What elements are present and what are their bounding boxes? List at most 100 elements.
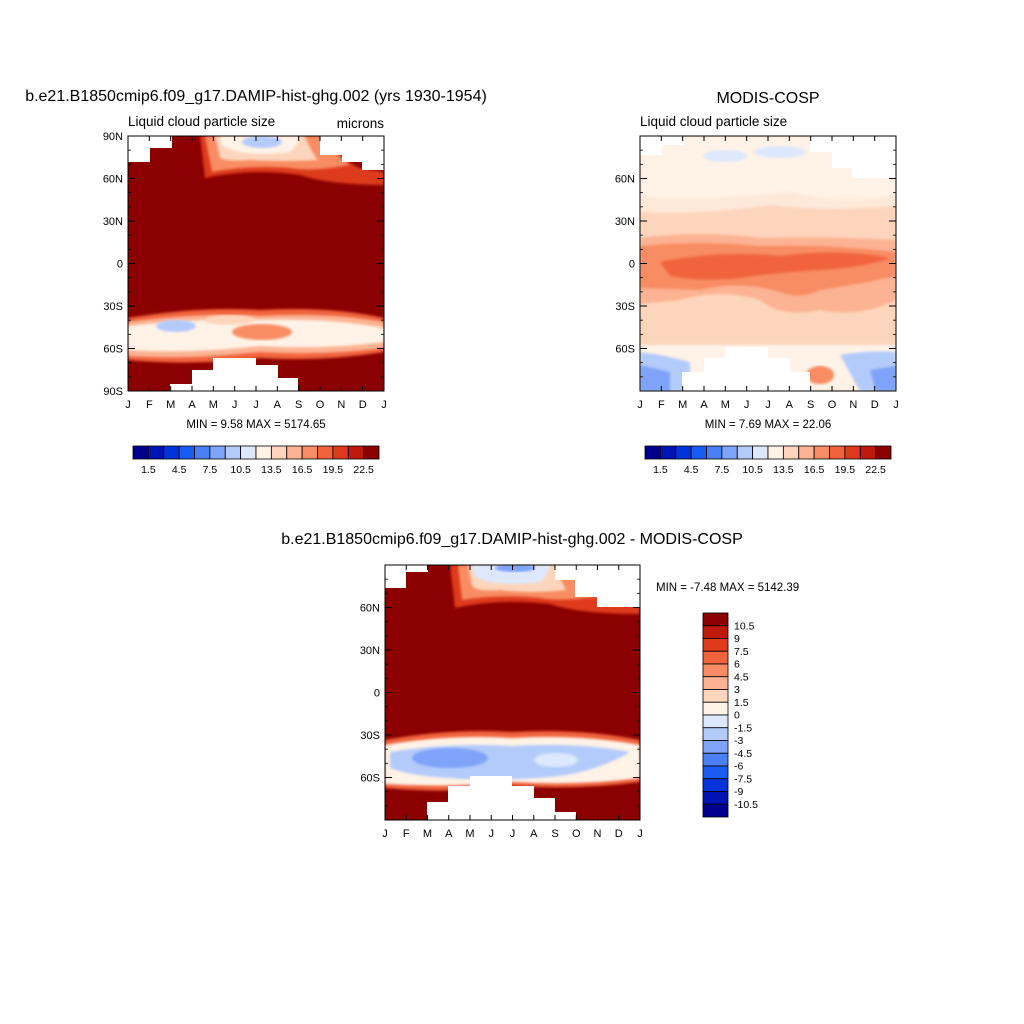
panel-model-colorbar: 1.5 4.5 7.5 10.5 13.5 16.5 19.5 22.5 [132, 445, 380, 476]
colorbar-label: 7.5 [203, 464, 218, 476]
colorbar-label: 19.5 [323, 464, 344, 476]
x-tick-label: M [423, 828, 432, 840]
x-tick-label: J [637, 399, 643, 411]
colorbar-label: 7.5 [734, 646, 749, 658]
x-tick-label: D [359, 399, 367, 411]
colorbar-swatch [798, 445, 815, 460]
colorbar-label: 16.5 [292, 464, 313, 476]
x-tick-label: A [530, 828, 538, 840]
colorbar-label: -10.5 [734, 799, 758, 811]
colorbar-label: -1.5 [734, 722, 752, 734]
colorbar-label: 13.5 [261, 464, 282, 476]
panel-obs-subtitle: Liquid cloud particle size [640, 114, 787, 129]
colorbar-label: -4.5 [734, 748, 752, 760]
colorbar-label: 7.5 [715, 464, 730, 476]
panel-diff-colorbar: 10.597.564.531.50-1.5-3-4.5-6-7.5-9-10.5 [702, 612, 758, 818]
colorbar-swatch [767, 445, 784, 460]
x-tick-label: F [403, 828, 410, 840]
y-tick-label: 60S [103, 344, 123, 356]
colorbar-label: 9 [734, 633, 740, 645]
panel-obs-colorbar: 1.5 4.5 7.5 10.5 13.5 16.5 19.5 22.5 [644, 445, 892, 476]
panel-model-axes: J F M A M J J A S O N D J 90N 60N 30N 0 30S 60S 90S [103, 131, 387, 411]
colorbar-label: 22.5 [353, 464, 374, 476]
colorbar-swatch [844, 445, 861, 460]
colorbar-label: 4.5 [172, 464, 187, 476]
colorbar-swatch [702, 663, 729, 678]
y-tick-label: 30N [103, 216, 123, 228]
colorbar-swatch [209, 445, 226, 460]
colorbar-swatch [702, 650, 729, 665]
colorbar-swatch [702, 676, 729, 690]
panel-diff-stats: MIN = -7.48 MAX = 5142.39 [656, 582, 799, 594]
y-tick-label: 30N [615, 216, 635, 228]
y-tick-label: 60S [360, 773, 380, 785]
x-tick-label: A [700, 399, 708, 411]
colorbar-swatch [702, 791, 729, 805]
colorbar-swatch [875, 445, 892, 460]
x-tick-label: N [337, 399, 345, 411]
panel-diff-title: b.e21.B1850cmip6.f09_g17.DAMIP-hist-ghg.… [281, 531, 743, 548]
colorbar-swatch [702, 714, 729, 729]
x-tick-label: J [893, 399, 899, 411]
y-tick-label: 30S [360, 730, 380, 742]
colorbar-swatch [752, 445, 769, 460]
y-tick-label: 30S [103, 301, 123, 313]
colorbar-swatch [363, 445, 380, 460]
colorbar-swatch [255, 445, 272, 460]
colorbar-swatch [829, 445, 846, 460]
x-tick-label: M [209, 399, 218, 411]
colorbar-swatch [702, 625, 729, 639]
colorbar-swatch [347, 445, 365, 460]
colorbar-swatch [702, 638, 729, 652]
colorbar-label: 1.5 [141, 464, 156, 476]
colorbar-swatch [702, 740, 729, 754]
panel-obs-field [640, 136, 896, 391]
x-tick-label: M [678, 399, 687, 411]
panel-obs: MODIS-COSP Liquid cloud particle size [615, 90, 899, 476]
colorbar-swatch [690, 445, 707, 460]
x-tick-label: J [253, 399, 259, 411]
panel-model-subtitle: Liquid cloud particle size [128, 114, 275, 129]
colorbar-swatch [702, 689, 729, 703]
y-tick-label: 90N [103, 131, 123, 143]
x-tick-label: S [807, 399, 814, 411]
y-tick-label: 30N [360, 645, 380, 657]
x-tick-label: O [572, 828, 581, 840]
panel-model-field [128, 136, 384, 391]
x-tick-label: D [871, 399, 879, 411]
colorbar-swatch [178, 445, 195, 460]
colorbar-label: 3 [734, 684, 740, 696]
colorbar-label: 22.5 [865, 464, 886, 476]
colorbar-swatch [813, 445, 830, 460]
x-tick-label: S [295, 399, 302, 411]
y-tick-label: 0 [117, 259, 123, 271]
x-tick-label: M [166, 399, 175, 411]
colorbar-swatch [782, 445, 800, 460]
colorbar-swatch [702, 765, 729, 780]
colorbar-label: 13.5 [773, 464, 794, 476]
x-tick-label: J [765, 399, 771, 411]
x-tick-label: F [146, 399, 153, 411]
x-tick-label: N [849, 399, 857, 411]
colorbar-label: -7.5 [734, 773, 752, 785]
x-tick-label: J [744, 399, 750, 411]
x-tick-label: J [510, 828, 516, 840]
panel-diff-field [385, 565, 640, 820]
x-tick-label: S [551, 828, 558, 840]
y-tick-label: 60N [103, 174, 123, 186]
colorbar-swatch [163, 445, 180, 460]
y-tick-label: 60N [360, 603, 380, 615]
colorbar-swatch [301, 445, 318, 460]
colorbar-swatch [702, 803, 729, 818]
colorbar-swatch [706, 445, 723, 460]
x-tick-label: A [786, 399, 794, 411]
colorbar-swatch [286, 445, 303, 460]
x-tick-label: A [188, 399, 196, 411]
colorbar-swatch [644, 445, 661, 460]
x-tick-label: N [594, 828, 602, 840]
x-tick-label: M [721, 399, 730, 411]
y-tick-label: 0 [629, 259, 635, 271]
colorbar-swatch [317, 445, 334, 460]
